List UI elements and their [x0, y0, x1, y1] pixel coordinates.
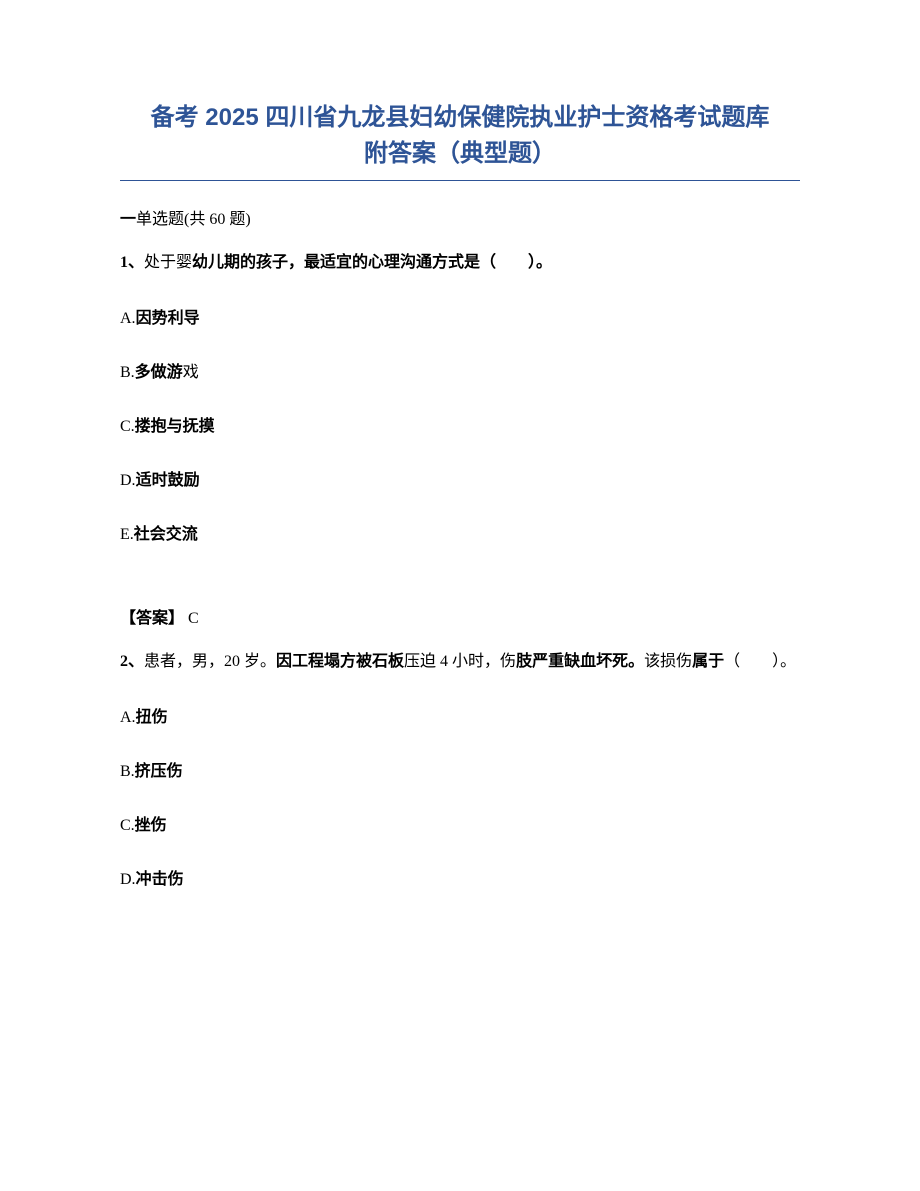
q1-option-a: A.因势利导 — [120, 304, 800, 328]
q1-stem-p2: 幼儿期的孩子，最适宜的心理沟通方式是（ ）。 — [192, 254, 552, 271]
title-divider — [120, 180, 800, 181]
q2-option-d: D.冲击伤 — [120, 865, 800, 889]
q1-option-b: B.多做游戏 — [120, 358, 800, 382]
q2-number: 2、 — [120, 653, 144, 670]
page-title: 备考 2025 四川省九龙县妇幼保健院执业护士资格考试题库 附答案（典型题） — [120, 100, 800, 172]
section-header: 一单选题(共 60 题) — [120, 205, 800, 229]
q1-stem: 1、处于婴幼儿期的孩子，最适宜的心理沟通方式是（ ）。 — [120, 249, 800, 276]
q1-a-text: 因势利导 — [136, 310, 200, 327]
q2-d-text: 冲击伤 — [136, 871, 184, 888]
q2-b-prefix: B. — [120, 763, 135, 780]
q2-stem-p2: 压迫 4 小时，伤 — [404, 653, 516, 670]
section-count-open: (共 — [184, 211, 209, 228]
q2-stem-p4: （ ）。 — [724, 653, 796, 670]
q1-answer: 【答案】 C — [120, 604, 800, 628]
q1-d-text: 适时鼓励 — [136, 472, 200, 489]
q2-c-prefix: C. — [120, 817, 135, 834]
q2-option-a: A.扭伤 — [120, 703, 800, 727]
q1-c-text: 搂抱与抚摸 — [135, 418, 215, 435]
q1-e-text: 社会交流 — [134, 526, 198, 543]
title-line-1: 备考 2025 四川省九龙县妇幼保健院执业护士资格考试题库 — [151, 104, 770, 131]
q2-b-text: 挤压伤 — [135, 763, 183, 780]
section-label: 单选题 — [136, 211, 184, 228]
q1-b-prefix: B. — [120, 364, 135, 381]
q1-answer-label: 【答案】 — [120, 610, 184, 627]
section-count-num: 60 — [209, 211, 225, 228]
q1-number: 1、 — [120, 254, 144, 271]
q2-d-prefix: D. — [120, 871, 136, 888]
q1-c-prefix: C. — [120, 418, 135, 435]
q1-d-prefix: D. — [120, 472, 136, 489]
q2-stem: 2、患者，男，20 岁。因工程塌方被石板压迫 4 小时，伤肢严重缺血坏死。该损伤… — [120, 648, 800, 675]
q1-answer-value: C — [184, 610, 199, 627]
q1-option-e: E.社会交流 — [120, 520, 800, 544]
title-line-2: 附答案（典型题） — [364, 140, 556, 167]
q2-stem-p3: 该损伤 — [644, 653, 692, 670]
q1-option-d: D.适时鼓励 — [120, 466, 800, 490]
q1-e-prefix: E. — [120, 526, 134, 543]
q2-c-text: 挫伤 — [135, 817, 167, 834]
section-count-close: 题) — [225, 211, 250, 228]
q1-stem-p1: 处于婴 — [144, 254, 192, 271]
q2-a-prefix: A. — [120, 709, 136, 726]
section-prefix: 一 — [120, 211, 136, 228]
q2-stem-p1: 患者，男，20 岁。 — [144, 653, 276, 670]
q2-option-b: B.挤压伤 — [120, 757, 800, 781]
q1-b-text-bold: 多做游 — [135, 364, 183, 381]
q2-a-text: 扭伤 — [136, 709, 168, 726]
q2-stem-b3: 属于 — [692, 653, 724, 670]
q1-b-text-tail: 戏 — [183, 364, 199, 381]
q1-option-c: C.搂抱与抚摸 — [120, 412, 800, 436]
q1-a-prefix: A. — [120, 310, 136, 327]
q2-option-c: C.挫伤 — [120, 811, 800, 835]
q2-stem-b1: 因工程塌方被石板 — [276, 653, 404, 670]
q2-stem-b2: 肢严重缺血坏死。 — [516, 653, 644, 670]
